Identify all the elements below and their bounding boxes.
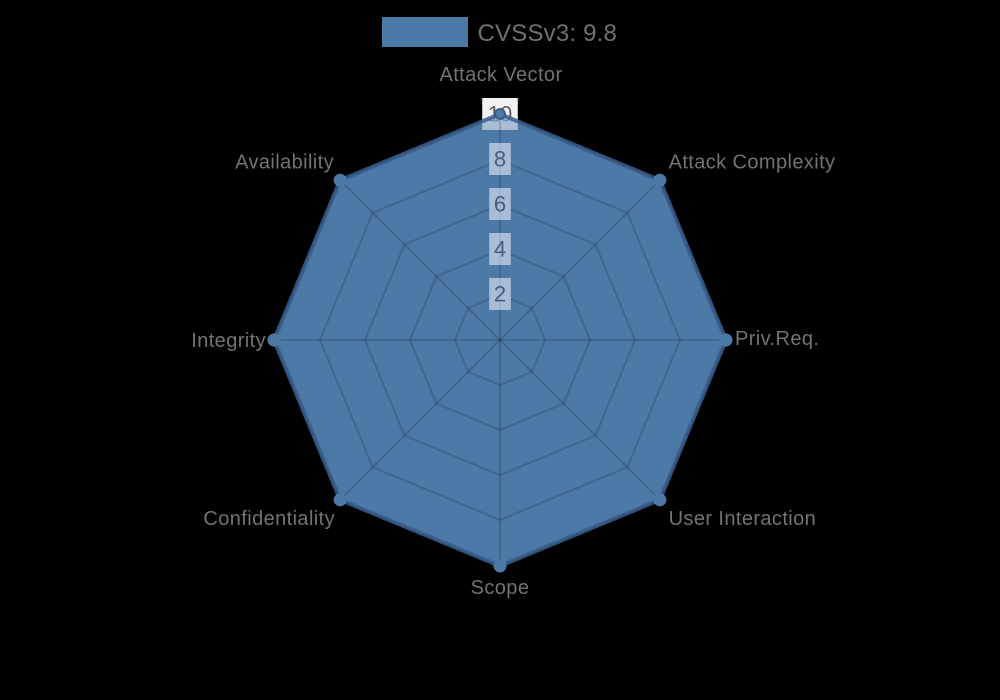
svg-text:2: 2: [494, 282, 506, 307]
svg-text:User Interaction: User Interaction: [669, 508, 817, 530]
svg-text:8: 8: [494, 147, 506, 172]
svg-text:Confidentiality: Confidentiality: [203, 508, 335, 530]
svg-text:6: 6: [494, 192, 506, 217]
svg-text:Attack Complexity: Attack Complexity: [669, 152, 836, 174]
svg-text:CVSSv3: 9.8: CVSSv3: 9.8: [478, 20, 618, 47]
svg-text:Scope: Scope: [471, 577, 530, 599]
svg-text:Attack Vector: Attack Vector: [439, 64, 562, 86]
svg-text:Availability: Availability: [235, 152, 334, 174]
svg-text:4: 4: [494, 237, 506, 262]
svg-text:Integrity: Integrity: [191, 330, 266, 352]
svg-text:Priv.Req.: Priv.Req.: [735, 328, 819, 350]
